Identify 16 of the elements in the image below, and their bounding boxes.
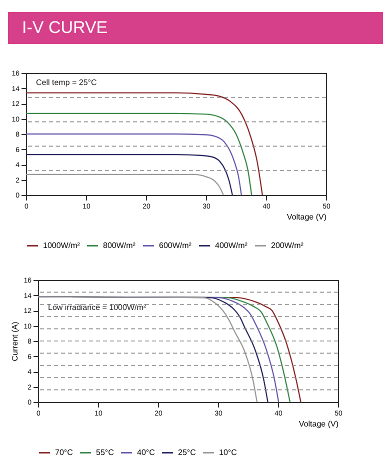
x-axis-title: Voltage (V) (298, 420, 339, 428)
legend-label: 1000W/m² (43, 240, 80, 250)
legend-label: 55°C (96, 448, 114, 457)
legend-label: 600W/m² (159, 240, 192, 250)
x-axis-title: Voltage (V) (286, 212, 327, 222)
y-axis-title: Current (A) (10, 321, 20, 362)
annotation: Cell temp = 25°C (36, 78, 98, 87)
legend-label: 70°C (55, 448, 74, 457)
annotation: Low irradiance = 1000W/m² (48, 303, 146, 312)
legend-label: 25°C (178, 448, 196, 457)
legend-label: 200W/m² (271, 240, 304, 250)
legend-label: 800W/m² (103, 240, 136, 250)
chart-title: I-V CURVE (8, 12, 383, 44)
legend-label: 40°C (137, 448, 156, 457)
legend-label: 10°C (219, 448, 238, 457)
legend-label: 400W/m² (215, 240, 248, 250)
